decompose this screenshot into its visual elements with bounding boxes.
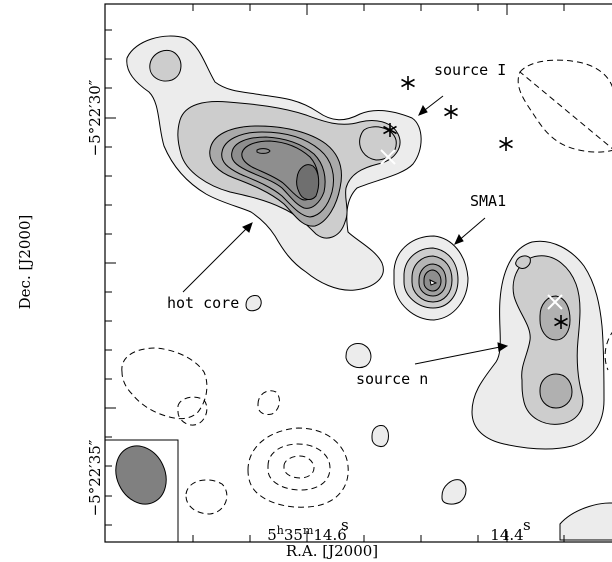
star-markers <box>383 76 568 329</box>
label-sma1: SMA1 <box>470 192 506 210</box>
star-marker <box>383 123 397 137</box>
arrow-source-i <box>418 95 444 116</box>
plot-frame <box>104 3 612 543</box>
y-tick-label-35: −5°22′35″ <box>86 439 104 516</box>
hot-core-nw-knot <box>149 49 182 82</box>
source-n-south-knot <box>539 373 573 409</box>
beam-box <box>105 439 179 542</box>
neg-contour-right <box>604 331 612 371</box>
neg-contour-small <box>257 390 280 415</box>
hot-core-peak-contour <box>296 164 320 200</box>
x-tick-label-14-6: 5h35m14.6 <box>267 524 347 544</box>
neg-contour-nw-inner <box>177 396 208 426</box>
x-tick-label-14-4: 14.4 <box>490 526 523 544</box>
star-marker <box>499 137 513 151</box>
hot-core-inner-contour <box>256 148 271 154</box>
sma1-contours <box>393 235 469 321</box>
star-marker <box>444 105 458 119</box>
small-contour-2 <box>371 425 389 447</box>
neg-contour-nw <box>121 347 208 420</box>
annotation-arrows <box>182 95 509 365</box>
label-hot-core: hot core <box>167 294 239 312</box>
white-cross-markers <box>380 149 563 310</box>
beam-frame <box>105 439 179 542</box>
arrow-sma1 <box>454 217 486 245</box>
hot-core-contours <box>126 35 422 291</box>
source-n-contours <box>471 240 605 450</box>
small-contour-4 <box>559 502 612 541</box>
contour-layer <box>105 35 612 542</box>
label-source-i: source I <box>434 61 506 79</box>
x-axis-label: R.A. [J2000] <box>286 542 378 560</box>
neg-contour-ne <box>517 59 612 153</box>
x-tick-superscript-s-1: s <box>341 516 349 534</box>
neg-contour-bottom-4 <box>185 479 228 515</box>
arrow-source-n <box>414 342 509 365</box>
small-contour-3 <box>441 479 467 505</box>
small-contour-1 <box>345 343 372 369</box>
y-tick-label-30: −5°22′30″ <box>86 79 104 156</box>
source-n-north-knot <box>515 255 531 269</box>
star-marker <box>554 315 568 329</box>
ticks <box>105 4 565 542</box>
sma1-peak <box>429 279 438 286</box>
label-source-n: source n <box>356 370 428 388</box>
x-tick-superscript-s-2: s <box>523 516 531 534</box>
neg-contour-bottom-3 <box>283 455 315 479</box>
star-marker <box>401 76 415 90</box>
white-cross-marker <box>547 294 563 310</box>
small-contour-5 <box>245 295 262 312</box>
neg-contour-bottom-1 <box>247 427 349 508</box>
sma1-level-5 <box>423 269 442 292</box>
arrow-hot-core <box>182 222 253 293</box>
small-positive-contours <box>245 295 612 541</box>
white-cross-marker <box>380 149 396 165</box>
neg-contour-bottom-2 <box>267 443 331 491</box>
beam-ellipse <box>115 445 167 505</box>
negative-contours <box>121 59 612 515</box>
y-axis-label: Dec. [J2000] <box>16 215 34 310</box>
